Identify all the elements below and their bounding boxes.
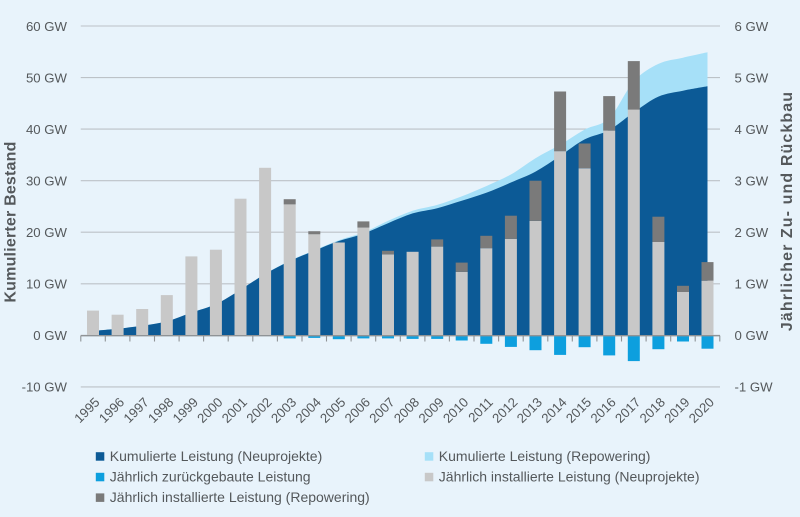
svg-text:50 GW: 50 GW xyxy=(26,70,68,85)
svg-text:6 GW: 6 GW xyxy=(735,19,769,34)
svg-text:20 GW: 20 GW xyxy=(26,225,68,240)
svg-text:2 GW: 2 GW xyxy=(735,225,769,240)
svg-text:5 GW: 5 GW xyxy=(735,70,769,85)
svg-text:Jährlich installierte Leistung: Jährlich installierte Leistung (Neuproje… xyxy=(439,469,700,485)
svg-text:60 GW: 60 GW xyxy=(26,19,68,34)
svg-text:-1 GW: -1 GW xyxy=(735,380,774,395)
svg-text:4 GW: 4 GW xyxy=(735,122,769,137)
svg-text:0 GW: 0 GW xyxy=(735,328,769,343)
svg-text:3 GW: 3 GW xyxy=(735,174,769,189)
svg-text:Jährlicher Zu- und Rückbau: Jährlicher Zu- und Rückbau xyxy=(779,91,796,331)
svg-text:Jährlich zurückgebaute Leistun: Jährlich zurückgebaute Leistung xyxy=(110,469,311,485)
svg-text:-10 GW: -10 GW xyxy=(22,380,68,395)
svg-text:Jährlich installierte Leistung: Jährlich installierte Leistung (Repoweri… xyxy=(110,489,370,505)
svg-text:1 GW: 1 GW xyxy=(735,277,769,292)
svg-text:10 GW: 10 GW xyxy=(26,277,68,292)
svg-text:30 GW: 30 GW xyxy=(26,174,68,189)
svg-text:Kumulierte Leistung (Repowerin: Kumulierte Leistung (Repowering) xyxy=(439,448,651,464)
svg-text:Kumulierte Leistung (Neuprojek: Kumulierte Leistung (Neuprojekte) xyxy=(110,448,322,464)
svg-text:40 GW: 40 GW xyxy=(26,122,68,137)
svg-text:0 GW: 0 GW xyxy=(33,328,67,343)
svg-text:Kumulierter Bestand: Kumulierter Bestand xyxy=(3,141,20,302)
